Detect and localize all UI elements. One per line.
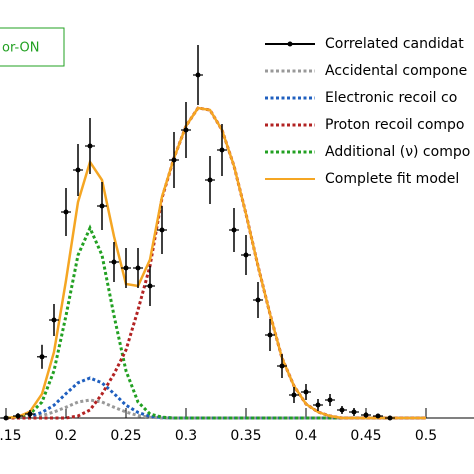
data-point (27, 411, 33, 417)
x-tick-label: 0.15 (0, 428, 22, 444)
fit-curve (5, 376, 426, 420)
data-point (75, 167, 81, 173)
legend-label: Complete fit model (325, 171, 459, 187)
data-point (267, 332, 273, 338)
data-point (207, 177, 213, 183)
fit-curve (5, 106, 426, 420)
data-point (387, 415, 393, 421)
data-point (63, 209, 69, 215)
data-point (351, 409, 357, 415)
data-point (135, 265, 141, 271)
legend-marker (287, 41, 293, 47)
x-tick-label: 0.25 (110, 428, 141, 444)
x-tick-label: 0.2 (55, 428, 77, 444)
data-point (171, 157, 177, 163)
data-point (303, 389, 309, 395)
legend-label: Electronic recoil co (325, 90, 457, 106)
data-point (3, 415, 9, 421)
data-point (243, 252, 249, 258)
legend-label: Correlated candidat (325, 36, 464, 52)
x-tick-label: 0.45 (350, 428, 381, 444)
annotation: or-ON (2, 41, 39, 56)
data-point (375, 413, 381, 419)
data-point (15, 413, 21, 419)
data-point (99, 203, 105, 209)
x-tick-label: 0.3 (175, 428, 197, 444)
annotation-box (0, 27, 65, 67)
data-point (123, 265, 129, 271)
data-point (195, 72, 201, 78)
x-tick-label: 0.4 (295, 428, 317, 444)
fit-curve (6, 398, 426, 420)
legend-label: Additional (ν) compo (325, 144, 470, 160)
data-point (111, 259, 117, 265)
data-point (315, 402, 321, 408)
data-point (255, 297, 261, 303)
data-point (279, 363, 285, 369)
data-point (291, 392, 297, 398)
data-point (159, 227, 165, 233)
x-tick-label: 0.35 (230, 428, 261, 444)
data-point (363, 412, 369, 418)
data-point (147, 283, 153, 289)
data-point (39, 354, 45, 360)
x-tick-label: 0.5 (415, 428, 437, 444)
data-point (51, 317, 57, 323)
data-point (339, 407, 345, 413)
data-point (231, 227, 237, 233)
data-point (327, 397, 333, 403)
legend-label: Proton recoil compo (325, 117, 465, 133)
data-point (183, 127, 189, 133)
legend-label: Accidental compone (325, 63, 467, 79)
data-point (87, 143, 93, 149)
data-point (219, 147, 225, 153)
